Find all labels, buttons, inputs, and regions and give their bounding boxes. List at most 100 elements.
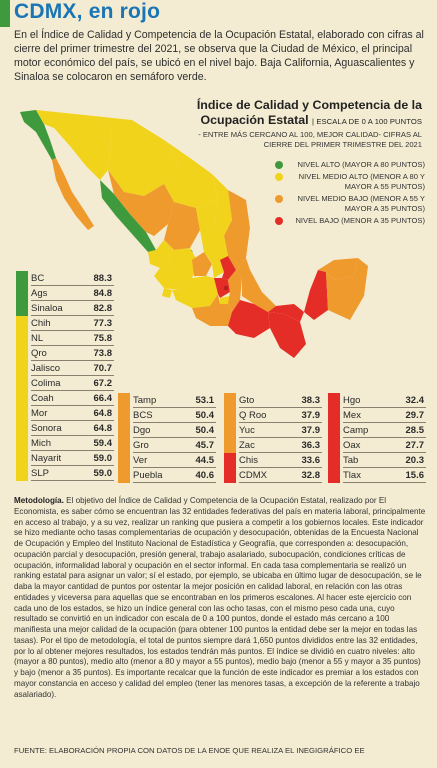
table-row: Gro 45.7 xyxy=(118,438,216,453)
table-column: Hgo 32.4 Mex 29.7 Camp 28.5 Oax 27.7 Tab 20.3 Tlax… xyxy=(328,393,426,483)
map-bcs xyxy=(52,158,94,230)
state-score: 38.3 xyxy=(301,395,321,406)
state-score: 36.3 xyxy=(301,440,321,451)
level-swatch xyxy=(118,438,130,453)
table-row: CDMX 32.8 xyxy=(224,468,322,483)
level-swatch xyxy=(16,406,28,421)
map-jalisco xyxy=(154,240,198,290)
state-name: Tlax xyxy=(343,470,361,481)
map-gro xyxy=(192,294,232,326)
row-divider xyxy=(31,360,114,361)
table-row: Sonora 64.8 xyxy=(16,421,114,436)
level-swatch xyxy=(16,271,28,286)
state-name: SLP xyxy=(31,468,49,479)
table-row: Mex 29.7 xyxy=(328,408,426,423)
accent-bar xyxy=(0,0,10,27)
level-swatch xyxy=(224,453,236,468)
state-name: Gto xyxy=(239,395,255,406)
level-swatch xyxy=(16,436,28,451)
state-name: Hgo xyxy=(343,395,361,406)
state-score: 40.6 xyxy=(195,470,215,481)
level-swatch xyxy=(328,468,340,483)
table-row: Coah 66.4 xyxy=(16,391,114,406)
row-divider xyxy=(343,452,426,453)
level-swatch xyxy=(328,393,340,408)
state-name: BC xyxy=(31,273,45,284)
map-chis xyxy=(268,312,306,358)
level-swatch xyxy=(328,453,340,468)
map-sonora xyxy=(36,110,112,180)
row-divider xyxy=(133,437,216,438)
table-row: NL 75.8 xyxy=(16,331,114,346)
table-row: Sinaloa 82.8 xyxy=(16,301,114,316)
row-divider xyxy=(31,405,114,406)
level-swatch xyxy=(118,453,130,468)
level-swatch xyxy=(118,393,130,408)
state-score: 84.8 xyxy=(93,288,113,299)
row-divider xyxy=(343,437,426,438)
level-swatch xyxy=(16,466,28,481)
row-divider xyxy=(31,375,114,376)
table-row: Colima 67.2 xyxy=(16,376,114,391)
table-row: Jalisco 70.7 xyxy=(16,361,114,376)
table-row: Puebla 40.6 xyxy=(118,468,216,483)
table-row: Gto 38.3 xyxy=(224,393,322,408)
row-divider xyxy=(133,467,216,468)
table-row: Camp 28.5 xyxy=(328,423,426,438)
level-swatch xyxy=(16,301,28,316)
map-qro xyxy=(212,260,224,278)
state-score: 59.4 xyxy=(93,438,113,449)
table-row: Yuc 37.9 xyxy=(224,423,322,438)
state-score: 59.0 xyxy=(93,468,113,479)
state-name: Oax xyxy=(343,440,361,451)
map-oax xyxy=(228,300,270,338)
row-divider xyxy=(133,482,216,483)
state-name: Chis xyxy=(239,455,259,466)
table-row: Tlax 15.6 xyxy=(328,468,426,483)
row-divider xyxy=(239,407,322,408)
table-column: BC 88.3 Ags 84.8 Sinaloa 82.8 xyxy=(16,271,114,316)
state-name: Sinaloa xyxy=(31,303,63,314)
level-swatch xyxy=(328,438,340,453)
row-divider xyxy=(31,465,114,466)
map-gto xyxy=(192,252,212,276)
legend-item: NIVEL BAJO (MENOR A 35 PUNTOS) xyxy=(275,216,425,226)
map-camp xyxy=(304,270,328,320)
top-bar xyxy=(0,0,437,27)
level-swatch xyxy=(224,408,236,423)
row-divider xyxy=(31,435,114,436)
chart-title: Índice de Calidad y Competencia de la Oc… xyxy=(196,98,422,127)
state-name: Dgo xyxy=(133,425,151,436)
state-name: Coah xyxy=(31,393,54,404)
state-name: Tab xyxy=(343,455,359,466)
row-divider xyxy=(31,450,114,451)
level-swatch xyxy=(224,393,236,408)
legend-dot xyxy=(275,161,283,169)
state-score: 32.8 xyxy=(301,470,321,481)
table-row: Zac 36.3 xyxy=(224,438,322,453)
row-divider xyxy=(31,300,114,301)
table-row: Nayarit 59.0 xyxy=(16,451,114,466)
level-swatch xyxy=(16,346,28,361)
state-name: Puebla xyxy=(133,470,163,481)
map-zac xyxy=(164,202,200,250)
table-row: Tab 20.3 xyxy=(328,453,426,468)
level-swatch xyxy=(16,391,28,406)
legend-item: NIVEL MEDIO ALTO (MENOR A 80 Y MAYOR A 5… xyxy=(275,172,425,192)
level-swatch xyxy=(16,376,28,391)
state-score: 50.4 xyxy=(195,410,215,421)
map-yuc xyxy=(318,258,358,280)
row-divider xyxy=(343,482,426,483)
level-swatch xyxy=(328,423,340,438)
table-column: Chis 33.6 CDMX 32.8 xyxy=(224,453,322,483)
chart-subtitle: - ENTRE MÁS CERCANO AL 100, MEJOR CALIDA… xyxy=(198,130,422,149)
state-name: Gro xyxy=(133,440,149,451)
state-score: 64.8 xyxy=(93,423,113,434)
map-mor xyxy=(220,296,230,304)
level-swatch xyxy=(16,421,28,436)
state-score: 75.8 xyxy=(93,333,113,344)
state-score: 37.9 xyxy=(301,410,321,421)
map-nl xyxy=(212,174,232,236)
chart-title-line2: Ocupación Estatal xyxy=(200,113,309,127)
map-qroo xyxy=(326,258,368,320)
